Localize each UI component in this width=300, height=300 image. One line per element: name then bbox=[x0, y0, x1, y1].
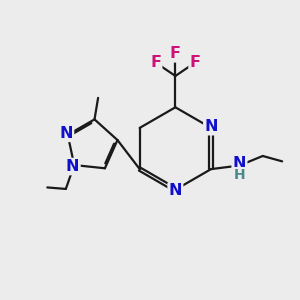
Text: F: F bbox=[150, 55, 161, 70]
Text: F: F bbox=[190, 55, 201, 70]
Text: N: N bbox=[66, 159, 80, 174]
Text: N: N bbox=[59, 126, 73, 141]
Text: N: N bbox=[169, 183, 182, 198]
Text: H: H bbox=[234, 168, 245, 182]
Text: N: N bbox=[204, 119, 218, 134]
Text: F: F bbox=[170, 46, 181, 61]
Text: N: N bbox=[233, 156, 246, 171]
